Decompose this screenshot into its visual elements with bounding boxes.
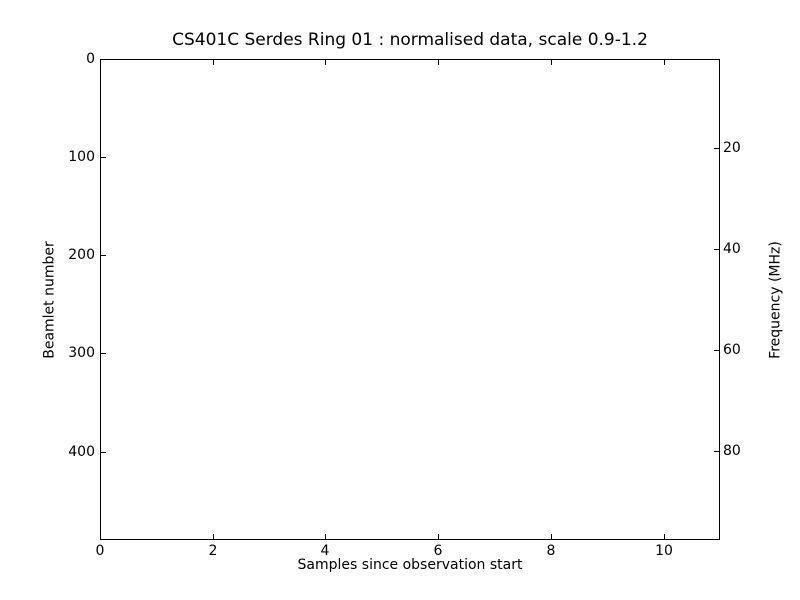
y-tick-label-left: 400 (68, 443, 95, 460)
y-axis-label-right: Frequency (MHz) (767, 241, 784, 359)
x-tick-bottom (100, 534, 101, 539)
x-tick-label: 8 (546, 543, 556, 559)
x-tick-bottom (438, 534, 439, 539)
y-tick-right (714, 350, 719, 351)
y-tick-label-right: 80 (723, 442, 741, 459)
y-tick-label-left: 100 (68, 148, 95, 165)
y-tick-right (714, 249, 719, 250)
x-tick-top (213, 60, 214, 65)
x-tick-label: 2 (208, 543, 218, 559)
y-axis-label-left: Beamlet number (41, 241, 58, 359)
chart-title: CS401C Serdes Ring 01 : normalised data,… (172, 30, 648, 50)
y-tick-right (714, 148, 719, 149)
y-tick-left (101, 255, 106, 256)
y-tick-label-right: 60 (723, 341, 741, 358)
x-tick-bottom (664, 534, 665, 539)
x-tick-bottom (325, 534, 326, 539)
plot-area (100, 59, 720, 540)
y-tick-label-left: 300 (68, 344, 95, 361)
x-tick-top (551, 60, 552, 65)
y-tick-label-left: 200 (68, 246, 95, 263)
y-tick-label-right: 40 (723, 240, 741, 257)
y-tick-left (101, 59, 106, 60)
y-tick-left (101, 353, 106, 354)
y-tick-left (101, 157, 106, 158)
x-tick-top (100, 60, 101, 65)
x-tick-bottom (213, 534, 214, 539)
y-tick-left (101, 452, 106, 453)
x-tick-label: 6 (433, 543, 443, 559)
x-tick-top (325, 60, 326, 65)
x-tick-label: 4 (320, 543, 330, 559)
x-tick-label: 10 (655, 543, 673, 559)
y-tick-right (714, 451, 719, 452)
x-axis-label: Samples since observation start (297, 557, 523, 573)
x-tick-top (664, 60, 665, 65)
x-tick-bottom (551, 534, 552, 539)
y-tick-label-right: 20 (723, 139, 741, 156)
y-tick-label-left: 0 (86, 50, 95, 67)
x-tick-top (438, 60, 439, 65)
x-tick-label: 0 (95, 543, 105, 559)
